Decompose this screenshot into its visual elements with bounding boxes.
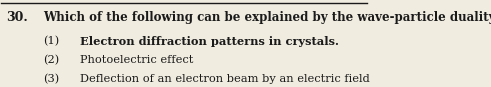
Text: (3): (3) bbox=[43, 74, 60, 85]
Text: 30.: 30. bbox=[6, 11, 27, 24]
Text: (1): (1) bbox=[43, 36, 60, 47]
Text: Which of the following can be explained by the wave-particle duality?: Which of the following can be explained … bbox=[43, 11, 491, 24]
Text: Photoelectric effect: Photoelectric effect bbox=[80, 55, 193, 65]
Text: Electron diffraction patterns in crystals.: Electron diffraction patterns in crystal… bbox=[80, 36, 339, 47]
Text: (2): (2) bbox=[43, 55, 60, 66]
Text: Deflection of an electron beam by an electric field: Deflection of an electron beam by an ele… bbox=[80, 74, 370, 84]
